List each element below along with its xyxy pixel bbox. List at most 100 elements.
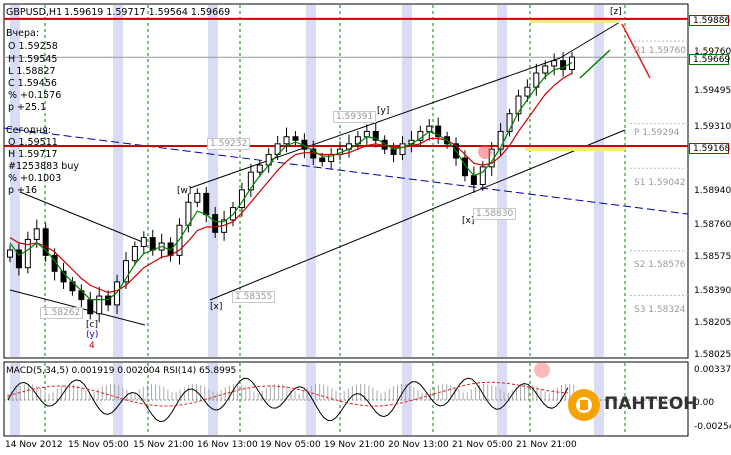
indicator-scale-mid: 0.00 [694,398,715,408]
session-band [10,5,20,357]
y-tick-label: 1.58940 [694,186,731,196]
wave-x-right: [x] [462,216,475,226]
wave-y-small: (y) [86,330,99,340]
candle-body [131,245,138,262]
x-tick-label: 15 Nov 05:00 [68,440,129,450]
x-tick-label: 14 Nov 2012 [5,440,63,450]
candle-body [15,249,22,269]
candle-body [551,60,558,67]
today-title: Сегодня: [6,125,51,136]
candle-body [140,237,147,247]
x-tick-label: 19 Nov 05:00 [260,440,321,450]
yesterday-title: Вчера: [6,28,40,39]
candle-body [96,295,103,315]
candle-body [560,60,567,70]
session-band [402,5,412,357]
today-points: p +16 [8,185,38,196]
macd-signal-line [7,381,569,407]
x-tick-label: 21 Nov 21:00 [516,440,577,450]
price-tag: 1.59232 [207,138,251,150]
wave-x-left: [x] [210,302,223,312]
wave-four: 4 [89,341,95,351]
candle-body [435,125,442,138]
brand-name: ПАНТЕОН [604,394,698,414]
yesterday-low: L 1.58827 [8,66,56,77]
level-s2: S2 1.58576 [634,260,686,270]
yesterday-open: O 1.59258 [8,41,58,52]
price-tag: 1.58830 [473,208,517,220]
session-band [10,363,20,435]
candle-body [319,157,326,163]
ohlc-label: 1.59619 1.59717 1.59564 1.59669 [64,7,231,18]
yellow-zone-top [530,18,620,23]
yesterday-pct: % +0.1576 [8,90,62,101]
wave-z: [z] [610,7,622,17]
candle-body [470,175,477,186]
candle-body [122,260,129,283]
wave-w: [w] [177,186,192,196]
candle-body [542,65,549,74]
level-r1: R1 1.59760 [634,46,687,56]
candle-body [363,130,370,138]
x-tick-label: 20 Nov 13:00 [388,440,449,450]
candle-body [105,295,112,306]
y-tick-label: 1.59760 [694,47,731,57]
candle-body [524,86,531,97]
yesterday-points: p +25.1 [8,102,47,113]
indicator-scale-bottom: -0.002547 [694,422,731,432]
rsi-line [7,377,569,423]
signal-glow [534,362,550,378]
today-pct: % +0.1003 [8,173,62,184]
candle-body [87,299,94,315]
resistance-price-box: 1.59886 [689,15,730,26]
candle-body [497,130,504,150]
candle-body [194,192,201,203]
signal-glow [478,145,492,159]
wave-c: [c] [86,320,98,330]
candle-body [212,214,219,233]
channel-upper-line [189,57,561,189]
candle-body [292,136,299,141]
candle-body [461,157,468,177]
y-tick-label: 1.59310 [694,122,731,132]
x-tick-label: 21 Nov 05:00 [452,440,513,450]
y-tick-label: 1.58025 [694,350,731,360]
brand-logo: ПАНТЕОН [568,385,698,425]
today-high: H 1.59717 [8,149,58,160]
candle-body [256,164,263,173]
x-tick-label: 16 Nov 13:00 [197,440,258,450]
session-band [208,5,218,357]
candle-body [33,228,40,240]
yesterday-high: H 1.59545 [8,54,58,65]
price-tag: 1.58262 [40,307,84,319]
candle-body [283,136,290,145]
session-band [497,5,507,357]
candle-body [114,281,121,306]
forecast-up-arrow [579,49,611,79]
price-tag: 1.59391 [333,111,377,123]
y-tick-label: 1.58390 [694,286,731,296]
candle-body [479,166,486,186]
blue-trendline [3,127,689,215]
candle-body [390,148,397,155]
y-tick-label: 1.59495 [694,86,731,96]
left-channel-upper [19,191,146,244]
candle-body [7,249,13,258]
x-tick-label: 15 Nov 21:00 [133,440,194,450]
session-band [113,5,123,357]
candle-body [515,95,522,115]
symbol-label: GBPUSD,H1 [6,7,63,18]
level-s3: S3 1.58324 [634,305,686,315]
session-band [594,5,604,357]
candle-body [42,228,49,256]
channel-lower-line [209,129,626,301]
candle-body [506,113,513,132]
yellow-zone-support [525,146,625,151]
forecast-down-arrow [621,23,651,79]
ma-slow-line [9,72,573,294]
candle-body [399,143,406,155]
y-tick-label: 1.58575 [694,252,731,262]
wave-y-top: [y] [377,106,390,116]
candle-body [372,130,379,141]
